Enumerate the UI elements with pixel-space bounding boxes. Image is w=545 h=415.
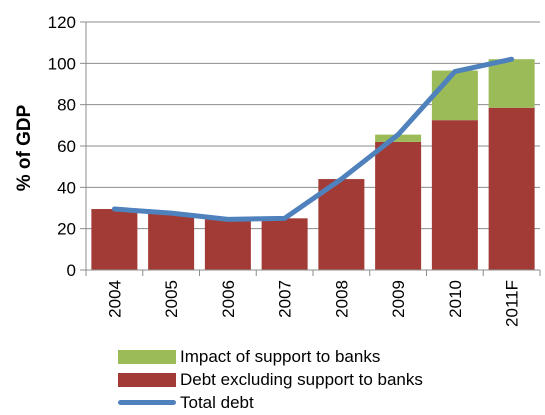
x-tick-label: 2009 xyxy=(389,280,408,318)
bar-debt-excluding-support-to-banks-2008 xyxy=(318,179,365,270)
legend-item-debt-excl: Debt excluding support to banks xyxy=(118,368,423,391)
x-tick-label: 2006 xyxy=(219,280,238,318)
x-tick-label: 2005 xyxy=(162,280,181,318)
total-debt-line xyxy=(111,56,515,222)
bar-debt-excluding-support-to-banks-2006 xyxy=(204,219,251,270)
x-tick-label: 2004 xyxy=(105,280,124,318)
legend-swatch-total xyxy=(118,400,176,405)
legend-swatch-debt-excl xyxy=(118,372,176,387)
legend-label-total: Total debt xyxy=(180,392,254,412)
x-tick-label: 2007 xyxy=(276,280,295,318)
y-tick-label: 0 xyxy=(67,261,76,280)
y-tick-label: 100 xyxy=(48,54,76,73)
legend-label-support: Impact of support to banks xyxy=(180,346,381,366)
x-tick-label: 2011F xyxy=(503,280,522,327)
legend-swatch-support xyxy=(118,349,176,364)
axes xyxy=(80,21,541,276)
bar-impact-of-support-to-banks-2009 xyxy=(375,134,422,142)
y-tick-label: 60 xyxy=(57,137,76,156)
legend-item-total: Total debt xyxy=(118,391,423,414)
debt-chart: 0 20 40 60 80 100 120 2004 2005 2006 2007 2008 2009 2… xyxy=(14,13,541,327)
y-tick-label: 40 xyxy=(57,178,76,197)
bar-debt-excluding-support-to-banks-2007 xyxy=(261,218,308,270)
y-tick-label: 120 xyxy=(48,13,76,32)
bar-impact-of-support-to-banks-2011F xyxy=(488,59,535,108)
bar-debt-excluding-support-to-banks-2010 xyxy=(431,120,478,271)
total-debt-line-group xyxy=(111,56,515,222)
legend-item-support: Impact of support to banks xyxy=(118,345,423,368)
x-tick-label: 2010 xyxy=(446,280,465,318)
bar-impact-of-support-to-banks-2010 xyxy=(431,70,478,121)
legend-label-debt-excl: Debt excluding support to banks xyxy=(180,369,423,389)
y-tick-label: 20 xyxy=(57,220,76,239)
bar-debt-excluding-support-to-banks-2004 xyxy=(91,209,138,270)
tick-labels: 0 20 40 60 80 100 120 2004 2005 2006 2007 2008 2009 2… xyxy=(48,13,522,327)
y-tick-label: 80 xyxy=(57,96,76,115)
bar-debt-excluding-support-to-banks-2005 xyxy=(148,213,195,270)
x-tick-label: 2008 xyxy=(332,280,351,318)
bar-debt-excluding-support-to-banks-2011F xyxy=(488,107,535,271)
bars xyxy=(91,59,535,271)
bar-debt-excluding-support-to-banks-2009 xyxy=(375,141,422,270)
y-axis-title: % of GDP xyxy=(14,104,35,191)
legend: Impact of support to banks Debt excludin… xyxy=(118,345,423,414)
